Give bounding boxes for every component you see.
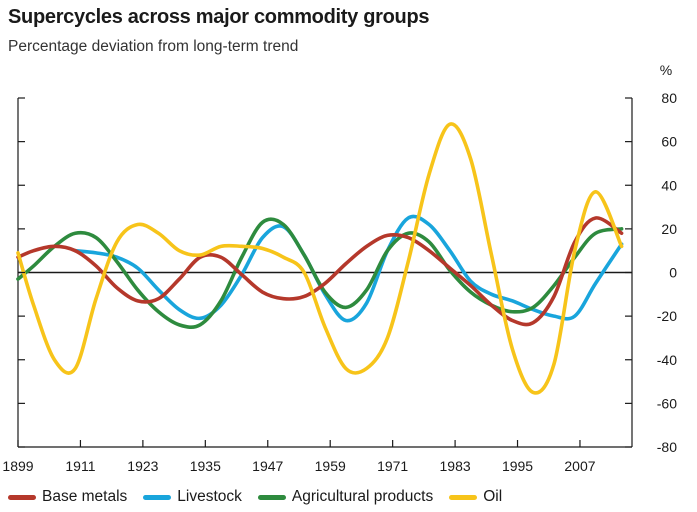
y-axis-unit-label: % <box>660 62 672 78</box>
y-tick-label: -40 <box>657 352 677 368</box>
legend-swatch <box>257 494 286 500</box>
series-line-agricultural-products <box>16 217 624 329</box>
axes <box>17 98 633 448</box>
y-tick-label: 60 <box>661 134 677 150</box>
x-tick-label: 1971 <box>377 458 408 474</box>
y-tick-label: -80 <box>657 439 677 455</box>
legend-label: Agricultural products <box>291 488 434 505</box>
y-axis-ticks: 80 60 40 20 0 -20 -40 -60 -80 <box>18 90 677 455</box>
x-tick-label: 1995 <box>502 458 533 474</box>
x-tick-label: 1935 <box>190 458 221 474</box>
legend-item-oil: Oil <box>449 488 502 506</box>
y-tick-label: 80 <box>661 90 677 106</box>
legend-item-agricultural-products: Agricultural products <box>257 488 434 506</box>
x-tick-label: 1911 <box>65 458 95 474</box>
chart-title: Supercycles across major commodity group… <box>8 6 430 28</box>
legend-label: Livestock <box>177 488 242 505</box>
x-tick-label: 2007 <box>564 458 595 474</box>
legend-label: Oil <box>483 488 503 505</box>
x-tick-label: 1947 <box>252 458 283 474</box>
x-tick-label: 1983 <box>440 458 471 474</box>
legend-swatch <box>449 494 478 500</box>
y-tick-label: 40 <box>661 177 677 193</box>
x-tick-label: 1959 <box>315 458 346 474</box>
x-tick-label: 1899 <box>2 458 33 474</box>
legend: Base metals Livestock Agricultural product… <box>8 488 518 506</box>
legend-item-base-metals: Base metals <box>8 488 127 506</box>
series-line-base-metals <box>16 216 624 327</box>
legend-item-livestock: Livestock <box>143 488 242 506</box>
series-lines <box>16 122 624 395</box>
legend-swatch <box>8 494 36 500</box>
y-tick-label: -60 <box>657 395 677 411</box>
y-tick-label: 20 <box>661 221 677 237</box>
x-axis-ticks: 1899 1911 1923 1935 1947 1959 1971 1983 1995 2007 <box>2 440 596 474</box>
legend-label: Base metals <box>42 488 128 505</box>
series-line-oil <box>16 122 624 395</box>
x-tick-label: 1923 <box>127 458 158 474</box>
y-tick-label: -20 <box>657 308 677 324</box>
chart-subtitle: Percentage deviation from long-term tren… <box>8 38 299 55</box>
y-tick-label: 0 <box>669 265 677 281</box>
legend-swatch <box>143 494 172 500</box>
